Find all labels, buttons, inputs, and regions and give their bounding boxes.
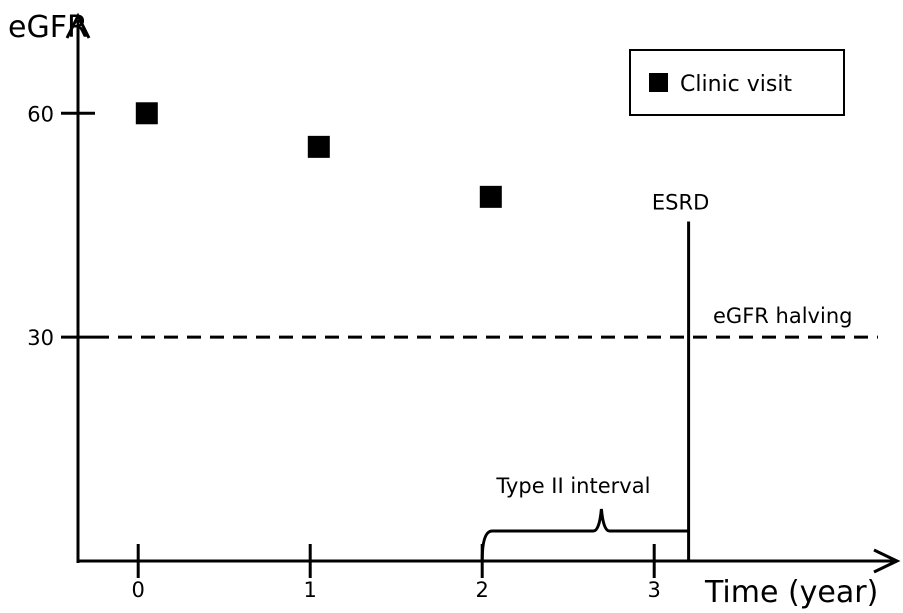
type-ii-interval-brace — [480, 508, 689, 562]
legend-label: Clinic visit — [680, 72, 792, 97]
clinic-visit-points — [135, 102, 502, 208]
x-axis-arrow — [873, 548, 901, 574]
clinic-visit-point — [307, 135, 330, 158]
y-axis-arrow — [65, 12, 91, 39]
y-axis-title: eGFR — [8, 10, 88, 45]
x-axis-title: Time (year) — [704, 575, 878, 610]
type-ii-interval-label: Type II interval — [495, 474, 650, 498]
y-ticks: 30 60 — [27, 102, 95, 350]
x-tick-label: 0 — [132, 578, 145, 602]
x-tick-label: 1 — [304, 578, 317, 602]
x-ticks: 0 1 2 3 — [132, 544, 661, 602]
y-tick-label: 30 — [27, 326, 54, 350]
egfr-halving-label: eGFR halving — [713, 304, 852, 328]
esrd-label: ESRD — [652, 190, 709, 214]
legend: Clinic visit — [629, 49, 845, 116]
x-tick-label: 2 — [476, 578, 489, 602]
clinic-visit-point — [135, 102, 158, 125]
x-tick-label: 3 — [648, 578, 661, 602]
legend-marker — [649, 73, 668, 92]
clinic-visit-point — [479, 185, 502, 208]
y-tick-label: 60 — [27, 102, 54, 126]
